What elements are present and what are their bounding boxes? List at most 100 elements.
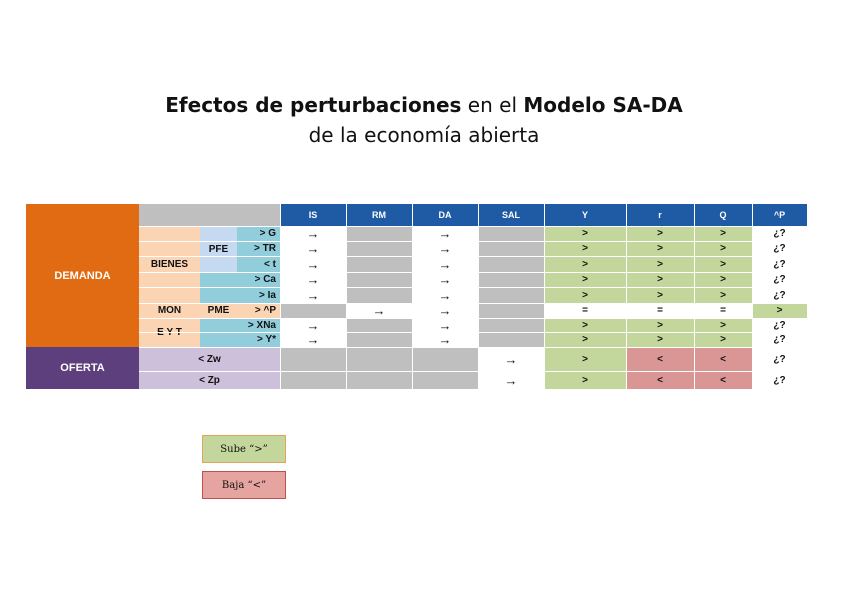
title-bold-b: Modelo SA-DA	[523, 93, 683, 117]
row-divider	[139, 388, 807, 390]
table-cell: >	[544, 318, 626, 332]
page-title: Efectos de perturbaciones en el Modelo S…	[0, 90, 848, 150]
column-header: RM	[346, 204, 412, 226]
table-cell: →	[412, 241, 478, 256]
table-cell	[412, 347, 478, 371]
table-cell: →	[280, 256, 346, 272]
row-label: > ^P	[237, 303, 280, 318]
table-cell: >	[544, 371, 626, 389]
table-cell: →	[280, 318, 346, 333]
row-label: > XNa	[200, 318, 280, 332]
legend-baja: Baja “<”	[202, 471, 286, 499]
row-label: > Y*	[200, 332, 280, 347]
table-cell: ¿?	[752, 371, 807, 389]
column-header: SAL	[478, 204, 544, 226]
row-divider	[139, 317, 807, 319]
table-cell: →	[280, 241, 346, 256]
column-divider	[279, 204, 281, 389]
table-cell: →	[412, 226, 478, 241]
column-header: IS	[280, 204, 346, 226]
table-cell: >	[626, 256, 694, 272]
title-line-1: Efectos de perturbaciones en el Modelo S…	[0, 90, 848, 120]
row-label: > Ca	[200, 272, 280, 287]
column-header: r	[626, 204, 694, 226]
table-cell	[346, 256, 412, 272]
row-divider	[139, 346, 807, 348]
table-cell: >	[694, 256, 752, 272]
row-label: > G	[237, 226, 280, 241]
row-divider	[139, 370, 807, 372]
table-cell: >	[694, 272, 752, 287]
table-cell: ¿?	[752, 287, 807, 303]
title-bold-a: Efectos de perturbaciones	[165, 93, 462, 117]
table-cell: ¿?	[752, 347, 807, 371]
table-cell: >	[544, 226, 626, 241]
row-label: > TR	[237, 241, 280, 256]
table-cell: →	[412, 332, 478, 347]
row-label: > Ia	[200, 287, 280, 303]
legend-sube: Sube “>”	[202, 435, 286, 463]
row-divider	[139, 255, 807, 257]
table-cell	[478, 287, 544, 303]
row-divider	[139, 286, 807, 288]
group-pme: PME	[200, 303, 237, 318]
effects-table: DEMANDA OFERTA BIENES PFE MON PME E Y T …	[26, 204, 807, 390]
column-divider	[543, 204, 545, 389]
table-cell: →	[280, 332, 346, 347]
row-divider	[139, 271, 807, 273]
table-cell: >	[694, 226, 752, 241]
table-cell: →	[478, 347, 544, 371]
table-cell: ¿?	[752, 241, 807, 256]
table-cell	[346, 347, 412, 371]
table-cell: >	[544, 332, 626, 347]
table-cell: >	[626, 318, 694, 332]
column-header: Y	[544, 204, 626, 226]
table-cell	[478, 272, 544, 287]
column-divider	[345, 204, 347, 389]
table-cell: <	[694, 347, 752, 371]
table-cell: >	[694, 332, 752, 347]
table-cell: >	[694, 318, 752, 332]
table-cell	[412, 371, 478, 389]
table-cell	[346, 241, 412, 256]
title-regular: en el	[461, 93, 524, 117]
table-cell	[280, 371, 346, 389]
table-cell: <	[626, 347, 694, 371]
table-cell: →	[412, 318, 478, 333]
column-divider	[693, 204, 695, 389]
table-cell: >	[626, 332, 694, 347]
table-cell: →	[280, 272, 346, 287]
table-cell	[280, 347, 346, 371]
row-label: < Zw	[139, 347, 280, 371]
column-header: Q	[694, 204, 752, 226]
row-divider	[139, 240, 807, 242]
table-cell	[478, 241, 544, 256]
table-cell: >	[626, 226, 694, 241]
group-bienes: BIENES	[139, 226, 200, 303]
table-cell	[478, 226, 544, 241]
table-cell	[478, 256, 544, 272]
table-cell	[280, 303, 346, 318]
table-cell: >	[694, 287, 752, 303]
column-header: DA	[412, 204, 478, 226]
table-cell: →	[412, 256, 478, 272]
table-cell: <	[694, 371, 752, 389]
table-cell: >	[544, 287, 626, 303]
group-eyt: E Y T	[139, 318, 200, 347]
table-cell: ¿?	[752, 318, 807, 332]
table-cell: >	[544, 241, 626, 256]
group-mon: MON	[139, 303, 200, 318]
table-cell	[346, 287, 412, 303]
table-cell: >	[752, 303, 807, 318]
row-label: < Zp	[139, 371, 280, 389]
group-oferta: OFERTA	[26, 347, 139, 389]
table-cell: ¿?	[752, 272, 807, 287]
table-cell	[478, 332, 544, 347]
header-blank	[139, 204, 280, 226]
table-cell: →	[346, 303, 412, 318]
table-cell: <	[626, 371, 694, 389]
table-cell	[478, 318, 544, 332]
table-cell: >	[544, 347, 626, 371]
table-cell: →	[412, 272, 478, 287]
row-divider	[139, 331, 807, 333]
